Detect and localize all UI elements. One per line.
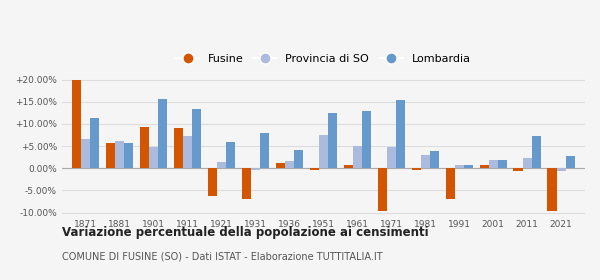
Bar (514, 168, 523, 171)
Bar (115, 141, 124, 168)
Bar (285, 161, 294, 168)
Bar (547, 168, 557, 211)
Bar (344, 165, 353, 168)
Bar (276, 163, 285, 168)
Bar (387, 147, 396, 168)
Bar (149, 147, 158, 168)
Bar (242, 168, 251, 199)
Bar (72, 80, 81, 168)
Bar (523, 158, 532, 168)
Text: COMUNE DI FUSINE (SO) - Dati ISTAT - Elaborazione TUTTITALIA.IT: COMUNE DI FUSINE (SO) - Dati ISTAT - Ela… (62, 251, 382, 261)
Bar (455, 165, 464, 168)
Bar (430, 151, 439, 168)
Bar (260, 133, 269, 168)
Bar (498, 160, 507, 168)
Text: Variazione percentuale della popolazione ai censimenti: Variazione percentuale della popolazione… (62, 226, 428, 239)
Bar (183, 136, 192, 168)
Bar (294, 150, 303, 168)
Bar (192, 109, 202, 168)
Bar (532, 136, 541, 168)
Bar (488, 160, 498, 168)
Legend: Fusine, Provincia di SO, Lombardia: Fusine, Provincia di SO, Lombardia (173, 50, 474, 67)
Bar (328, 113, 337, 168)
Bar (479, 165, 488, 168)
Bar (140, 127, 149, 168)
Bar (377, 168, 387, 211)
Bar (421, 155, 430, 168)
Bar (208, 168, 217, 196)
Bar (310, 168, 319, 169)
Bar (557, 168, 566, 171)
Bar (353, 146, 362, 168)
Bar (106, 143, 115, 168)
Bar (124, 143, 133, 168)
Bar (566, 156, 575, 168)
Bar (251, 168, 260, 171)
Bar (226, 142, 235, 168)
Bar (396, 100, 405, 168)
Bar (217, 162, 226, 168)
Bar (90, 118, 100, 168)
Bar (174, 128, 183, 168)
Bar (319, 136, 328, 168)
Bar (412, 168, 421, 171)
Bar (81, 139, 90, 168)
Bar (464, 165, 473, 168)
Bar (446, 168, 455, 199)
Bar (362, 111, 371, 168)
Bar (158, 99, 167, 168)
